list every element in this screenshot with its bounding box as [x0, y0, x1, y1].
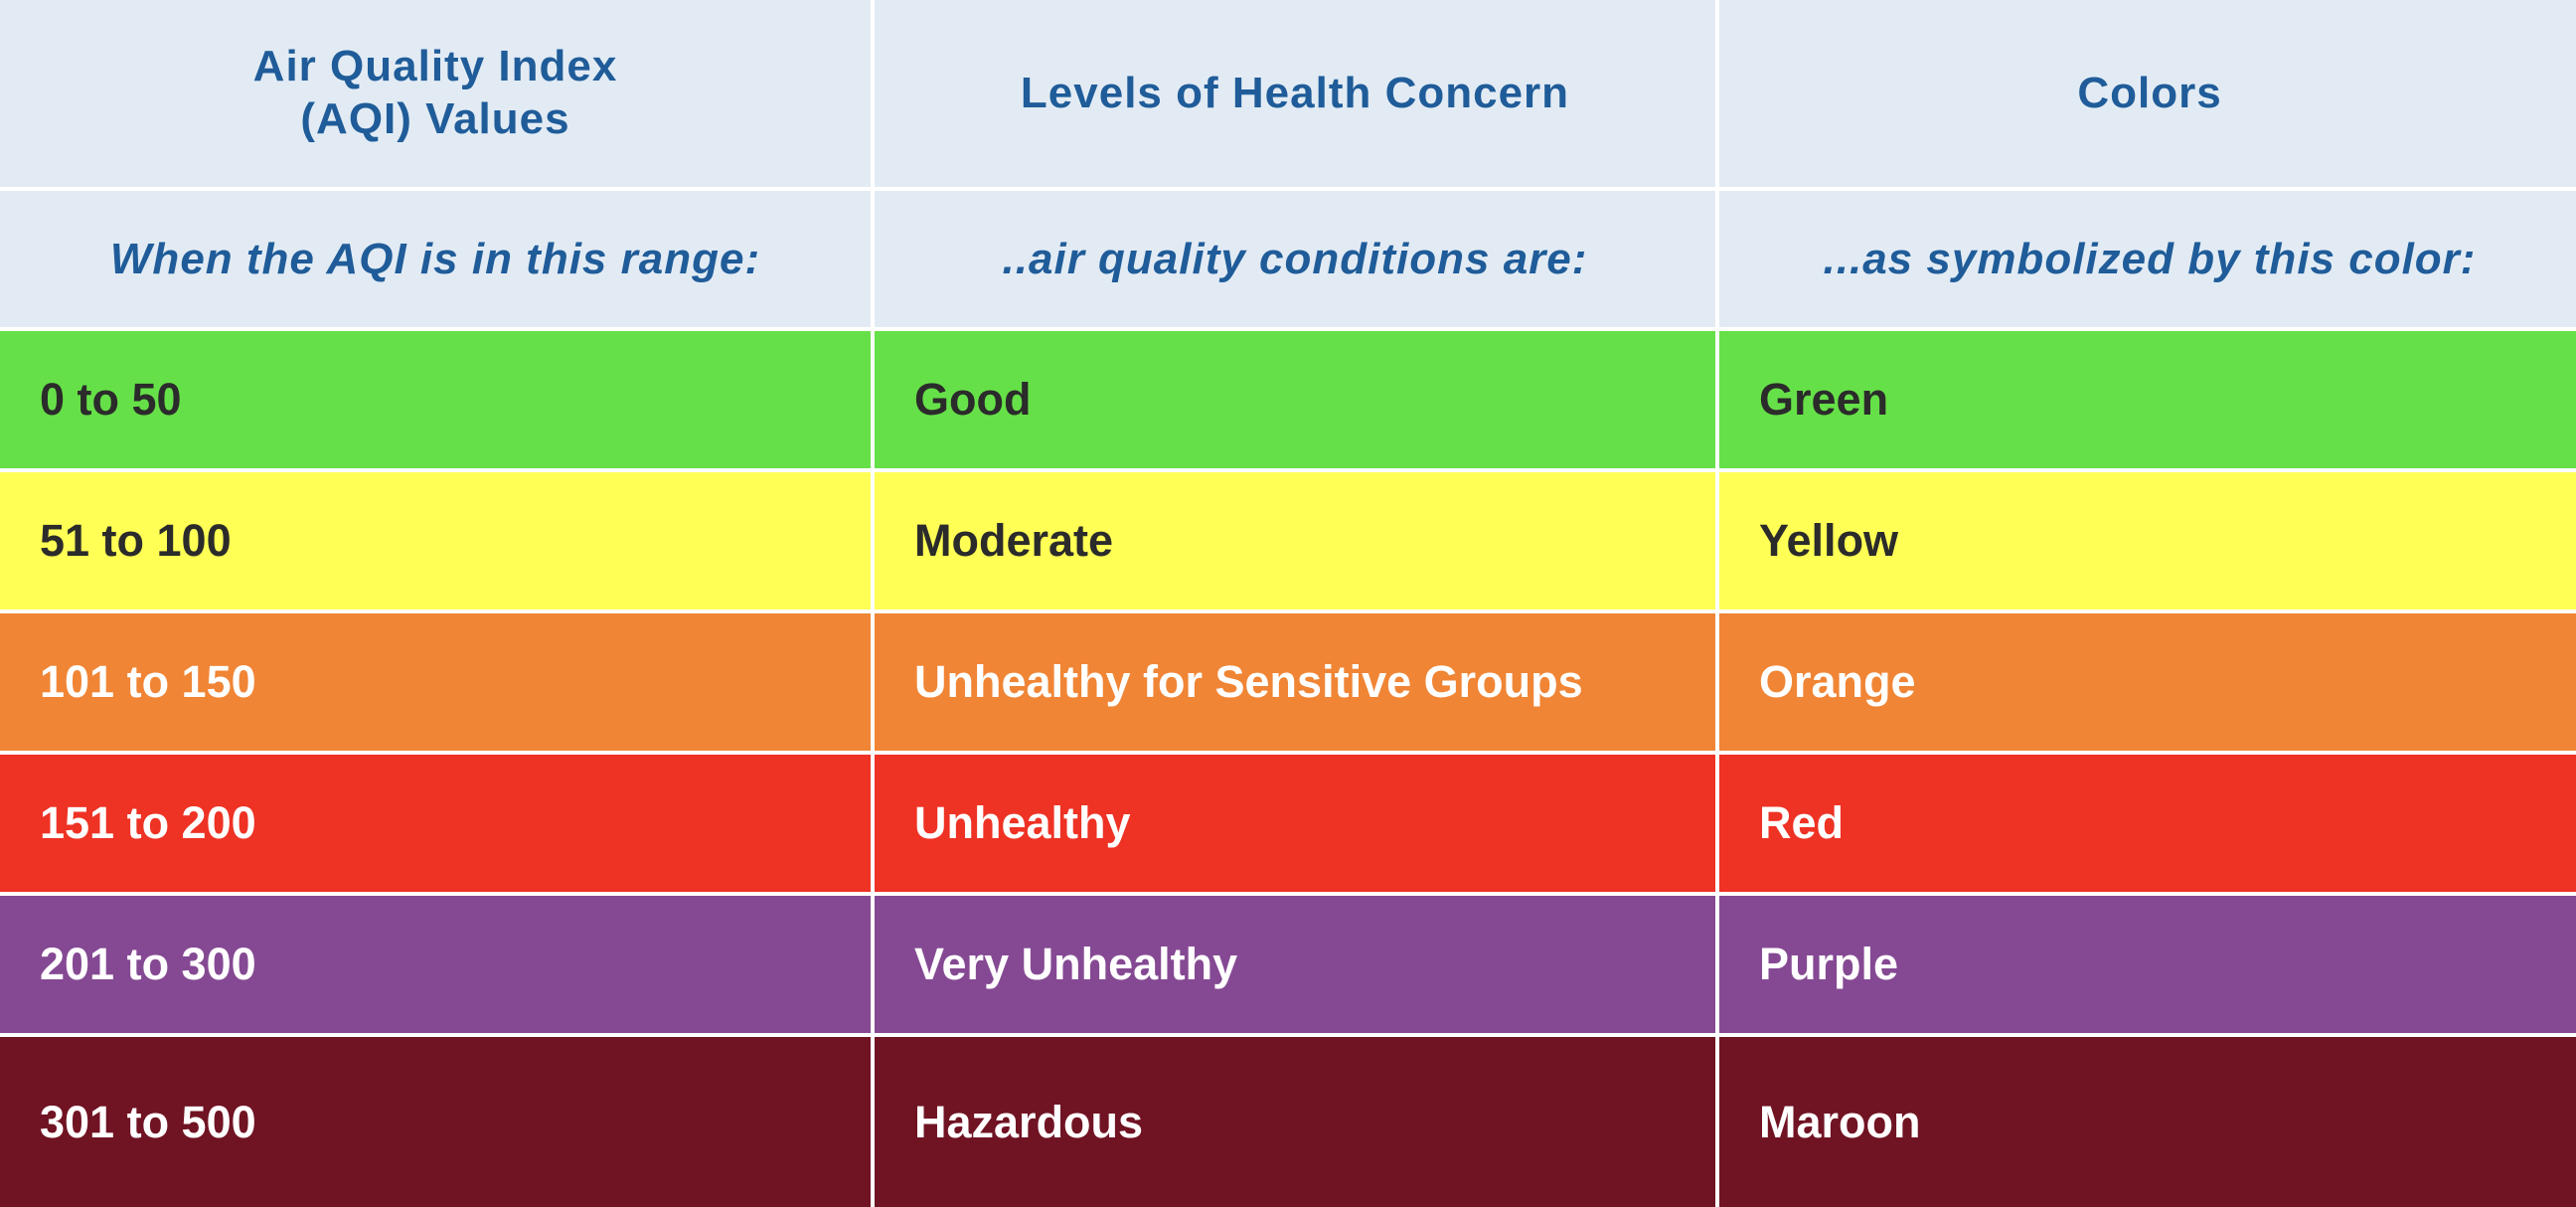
- table-cell: 101 to 150: [0, 613, 871, 751]
- table-cell: Unhealthy for Sensitive Groups: [875, 613, 1715, 751]
- table-cell: Orange: [1719, 613, 2576, 751]
- table-cell: Maroon: [1719, 1037, 2576, 1207]
- table-cell: 0 to 50: [0, 331, 871, 468]
- subheader-cell: ...as symbolized by this color:: [1719, 191, 2576, 327]
- table-cell: Purple: [1719, 896, 2576, 1033]
- table-cell: 301 to 500: [0, 1037, 871, 1207]
- table-cell: 201 to 300: [0, 896, 871, 1033]
- table-cell: Hazardous: [875, 1037, 1715, 1207]
- subheader-cell: When the AQI is in this range:: [0, 191, 871, 327]
- header-cell: Colors: [1719, 0, 2576, 187]
- table-cell: Red: [1719, 755, 2576, 892]
- table-cell: Very Unhealthy: [875, 896, 1715, 1033]
- table-cell: Moderate: [875, 472, 1715, 609]
- subheader-cell: ..air quality conditions are:: [875, 191, 1715, 327]
- header-cell: Air Quality Index (AQI) Values: [0, 0, 871, 187]
- table-cell: Green: [1719, 331, 2576, 468]
- table-cell: 151 to 200: [0, 755, 871, 892]
- table-cell: 51 to 100: [0, 472, 871, 609]
- table-cell: Yellow: [1719, 472, 2576, 609]
- table-cell: Good: [875, 331, 1715, 468]
- table-cell: Unhealthy: [875, 755, 1715, 892]
- header-cell: Levels of Health Concern: [875, 0, 1715, 187]
